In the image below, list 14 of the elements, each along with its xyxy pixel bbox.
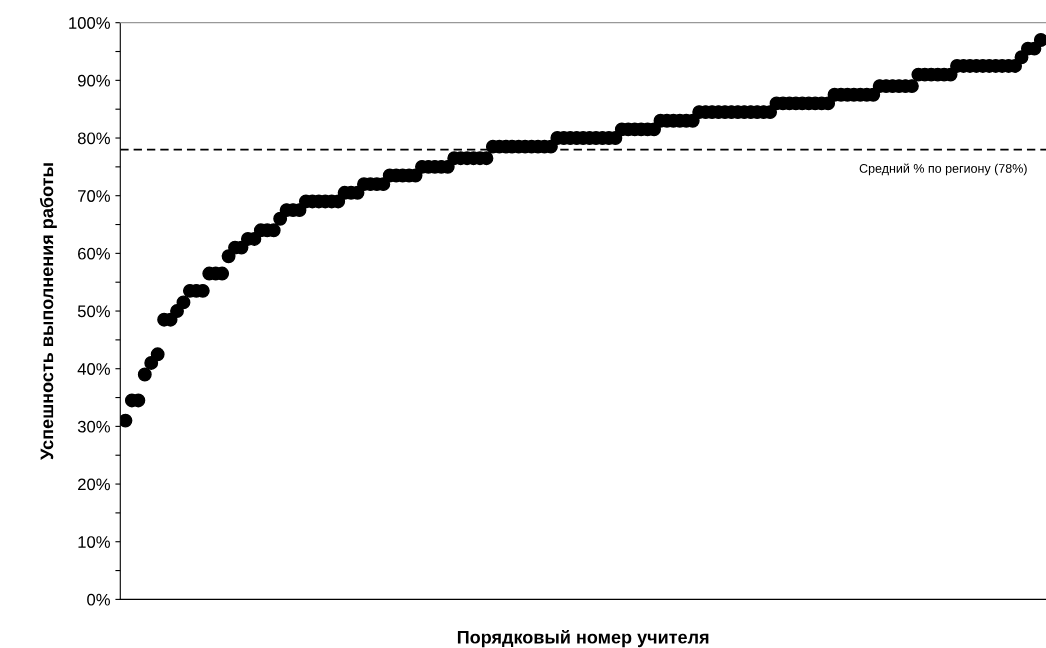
y-tick-label: 90% — [77, 74, 110, 87]
y-tick-label: 50% — [77, 305, 110, 318]
y-tick-label: 100% — [69, 17, 110, 29]
y-tick-label: 70% — [78, 190, 110, 202]
y-tick-label: 0% — [87, 593, 110, 606]
y-tick-label: 80% — [77, 132, 110, 145]
y-tick-label: 10% — [78, 536, 110, 548]
y-tick-label: 20% — [78, 478, 110, 491]
y-tick-label: 30% — [77, 420, 110, 433]
x-axis-title: Порядковый номер учителя — [457, 629, 709, 648]
ref-line-label: Средний % по региону (78%) — [859, 163, 1027, 176]
y-tick-label: 40% — [77, 363, 110, 375]
y-tick-label: 60% — [78, 247, 110, 260]
y-axis-title: Успешность выполнения работы — [39, 163, 57, 460]
